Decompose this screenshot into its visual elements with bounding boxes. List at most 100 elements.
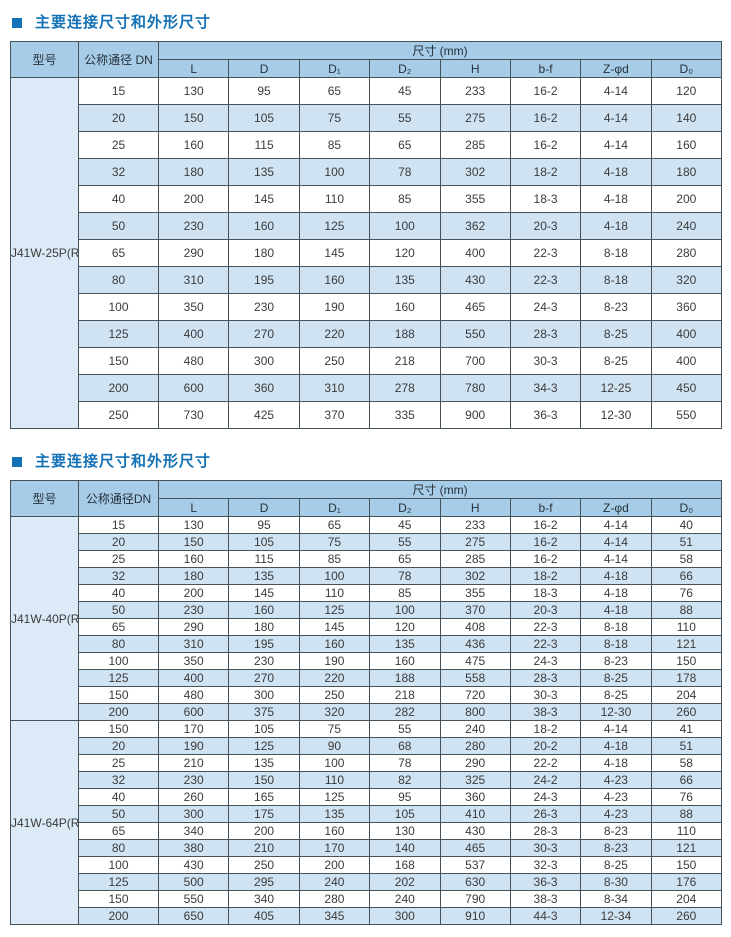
dim-cell: 150 <box>157 533 230 551</box>
dim-cell: 16-2 <box>509 104 582 132</box>
dim-cell: 30-3 <box>509 347 582 375</box>
dim-cell: 18-2 <box>509 720 582 738</box>
dim-cell: 195 <box>228 635 300 653</box>
dn-cell: 40 <box>78 584 159 602</box>
dim-cell: 233 <box>439 516 511 534</box>
dim-cell: 200 <box>228 822 300 840</box>
dim-cell: 150 <box>650 856 723 874</box>
dim-cell: 20-2 <box>509 737 582 755</box>
dim-cell: 145 <box>228 584 300 602</box>
dim-cell: 100 <box>298 754 371 772</box>
dim-cell: 76 <box>650 788 723 806</box>
dim-cell: 150 <box>157 104 230 132</box>
dim-cell: 125 <box>298 601 371 619</box>
dim-cell: 30-3 <box>509 686 582 704</box>
col-header-dn: 公称通径DN <box>78 480 159 517</box>
table-row: 32 180 135 100 78 302 18-2 4-18 66 <box>11 567 723 585</box>
dn-cell: 20 <box>78 533 159 551</box>
dim-cell: 100 <box>298 567 371 585</box>
dn-cell: 200 <box>78 374 159 402</box>
table-row: 25 210 135 100 78 290 22-2 4-18 58 <box>11 754 723 772</box>
dim-cell: 95 <box>228 516 300 534</box>
dim-cell: 170 <box>298 839 371 857</box>
dim-cell: 250 <box>298 686 371 704</box>
dn-cell: 125 <box>78 669 159 687</box>
table-row: 125 400 270 220 188 550 28-3 8-25 400 <box>11 320 723 348</box>
dim-cell: 45 <box>369 516 441 534</box>
dim-cell: 75 <box>298 104 371 132</box>
bullet-square-icon <box>12 456 22 467</box>
col-header-size-group: 尺寸 (mm) <box>158 480 722 499</box>
dim-cell: 36-3 <box>509 401 582 429</box>
dim-cell: 8-25 <box>580 856 652 874</box>
dn-cell: 50 <box>78 805 159 823</box>
dim-cell: 310 <box>157 266 230 294</box>
section-title-text: 主要连接尺寸和外形尺寸 <box>35 14 212 31</box>
dim-cell: 4-14 <box>580 104 652 132</box>
dim-cell: 135 <box>369 266 441 294</box>
dim-cell: 160 <box>650 131 723 159</box>
dim-cell: 12-25 <box>580 374 652 402</box>
dim-cell: 295 <box>228 873 300 891</box>
dim-cell: 8-18 <box>580 239 652 267</box>
dim-cell: 22-3 <box>509 618 582 636</box>
dim-cell: 24-2 <box>509 771 582 789</box>
dim-cell: 180 <box>650 158 723 186</box>
dn-cell: 125 <box>78 320 159 348</box>
dim-cell: 370 <box>439 601 511 619</box>
dim-cell: 175 <box>228 805 300 823</box>
dim-cell: 135 <box>228 754 300 772</box>
dim-cell: 290 <box>439 754 511 772</box>
dim-cell: 188 <box>369 669 441 687</box>
dim-cell: 24-3 <box>509 788 582 806</box>
dim-cell: 280 <box>298 890 371 908</box>
dim-cell: 22-3 <box>509 635 582 653</box>
dim-cell: 4-23 <box>580 805 652 823</box>
dim-cell: 160 <box>157 550 230 568</box>
dim-cell: 550 <box>650 401 723 429</box>
dim-cell: 18-2 <box>509 158 582 186</box>
dim-cell: 200 <box>650 185 723 213</box>
table-row: 32 180 135 100 78 302 18-2 4-18 180 <box>11 158 723 186</box>
dn-cell: 250 <box>78 401 159 429</box>
dim-cell: 75 <box>298 720 371 738</box>
col-header-dim: H <box>439 59 511 78</box>
dim-cell: 730 <box>157 401 230 429</box>
dim-cell: 176 <box>650 873 723 891</box>
dim-cell: 345 <box>298 907 371 925</box>
dim-cell: 28-3 <box>509 822 582 840</box>
table-row: 50 230 160 125 100 370 20-3 4-18 88 <box>11 601 723 619</box>
dim-cell: 465 <box>439 839 511 857</box>
dim-cell: 65 <box>369 131 441 159</box>
dim-cell: 51 <box>650 533 723 551</box>
dim-cell: 65 <box>369 550 441 568</box>
dim-cell: 195 <box>228 266 300 294</box>
dim-cell: 105 <box>228 720 300 738</box>
dim-cell: 28-3 <box>509 669 582 687</box>
dim-cell: 28-3 <box>509 320 582 348</box>
dn-cell: 20 <box>78 104 159 132</box>
dim-cell: 210 <box>228 839 300 857</box>
dim-cell: 425 <box>228 401 300 429</box>
dim-cell: 380 <box>157 839 230 857</box>
table-row: 40 200 145 110 85 355 18-3 4-18 200 <box>11 185 723 213</box>
dim-cell: 250 <box>298 347 371 375</box>
dim-cell: 230 <box>157 771 230 789</box>
dim-cell: 558 <box>439 669 511 687</box>
dn-cell: 25 <box>78 131 159 159</box>
dim-cell: 135 <box>369 635 441 653</box>
dim-cell: 537 <box>439 856 511 874</box>
dim-cell: 400 <box>157 320 230 348</box>
dim-cell: 24-3 <box>509 652 582 670</box>
dim-cell: 362 <box>439 212 511 240</box>
dim-cell: 282 <box>369 703 441 721</box>
col-header-dim: D₂ <box>369 498 441 517</box>
dim-cell: 250 <box>228 856 300 874</box>
dim-cell: 4-18 <box>580 754 652 772</box>
dim-cell: 12-30 <box>580 401 652 429</box>
dim-cell: 145 <box>298 239 371 267</box>
dn-cell: 65 <box>78 618 159 636</box>
dim-cell: 300 <box>228 347 300 375</box>
dim-cell: 200 <box>157 584 230 602</box>
